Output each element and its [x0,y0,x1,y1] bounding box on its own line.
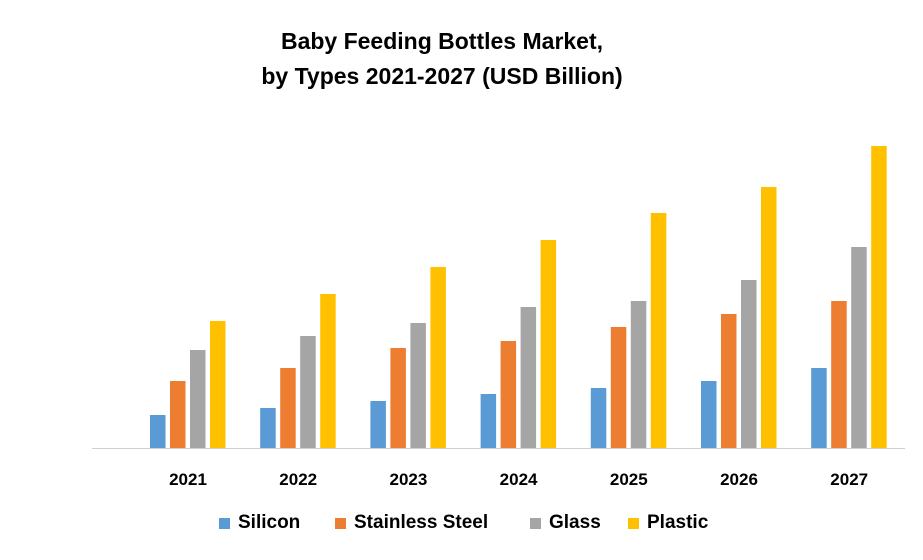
bar-glass-2025 [630,301,647,448]
bar-glass-2022 [300,336,316,448]
bar-plastic-2023 [430,267,446,448]
bar-silicon-2022 [260,408,276,448]
bar-stainless-steel-2022 [280,368,296,448]
legend-item: Stainless Steel [335,512,488,534]
legend-label: Silicon [238,512,301,533]
bar-stainless-steel-2024 [500,341,517,448]
legend-item: Silicon [219,512,300,534]
legend-label: Stainless Steel [354,512,489,533]
bar-glass-2027 [851,247,867,448]
bar-plastic-2025 [650,213,667,448]
x-tick-label: 2021 [169,470,207,489]
bar-glass-2021 [190,350,206,448]
bar-silicon-2021 [150,415,166,448]
bar-glass-2024 [520,307,537,448]
x-tick-label: 2027 [830,470,868,489]
legend-swatch [219,517,230,529]
bar-glass-2023 [410,323,426,448]
legend-swatch [628,517,639,529]
legend-label: Glass [549,512,601,533]
bar-silicon-2023 [370,401,386,448]
bar-plastic-2027 [871,146,887,448]
bar-plastic-2024 [540,240,557,448]
x-tick-label: 2025 [610,470,648,489]
legend-swatch [335,517,346,529]
bar-stainless-steel-2026 [721,314,737,448]
x-tick-label: 2022 [279,470,317,489]
bar-stainless-steel-2027 [831,301,847,448]
bar-silicon-2025 [590,388,607,448]
bar-silicon-2026 [701,381,717,448]
x-tick-label: 2023 [389,470,427,489]
bar-stainless-steel-2021 [170,381,186,448]
bar-stainless-steel-2023 [390,348,406,448]
legend-swatch [530,517,541,529]
chart-title-line-2: by Types 2021-2027 (USD Billion) [261,63,623,89]
legend-item: Glass [530,512,601,534]
bar-plastic-2021 [210,321,226,448]
bar-plastic-2026 [761,187,777,448]
bar-stainless-steel-2025 [610,327,627,448]
legend-label: Plastic [647,512,709,533]
x-tick-label: 2024 [500,470,538,489]
bar-silicon-2024 [480,394,497,448]
legend: Silicon Stainless Steel Glass Plastic [0,512,923,536]
chart-title-line-1: Baby Feeding Bottles Market, [280,28,604,54]
legend-item: Plastic [628,512,708,534]
bar-plastic-2022 [320,294,336,448]
bar-silicon-2027 [811,368,827,448]
x-tick-label: 2026 [720,470,758,489]
bar-glass-2026 [741,280,757,448]
